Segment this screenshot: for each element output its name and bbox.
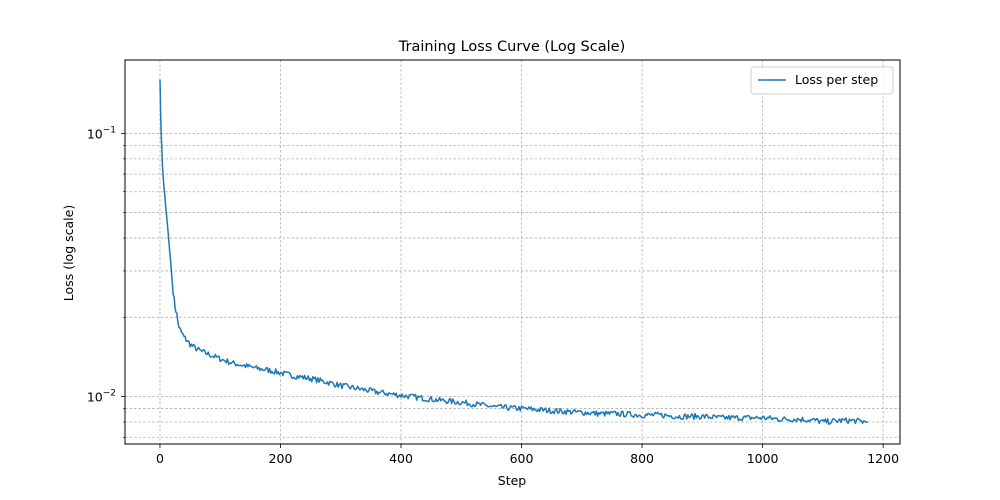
legend: Loss per step (750, 66, 894, 95)
y-tick-label: 10−1 (87, 125, 116, 141)
loss-series-line (159, 79, 868, 425)
series-layer (159, 79, 868, 425)
x-tick-label: 200 (269, 451, 293, 466)
ticks: 0 200 400 600 800 1000 1200 10−2 10−1 (87, 125, 899, 466)
grid (125, 60, 900, 444)
y-tick-label: 10−2 (87, 389, 116, 405)
y-axis-label: Loss (log scale) (61, 205, 76, 301)
x-tick-label: 1200 (867, 451, 899, 466)
chart-title: Training Loss Curve (Log Scale) (398, 39, 625, 55)
x-tick-label: 400 (389, 451, 413, 466)
x-tick-label: 0 (156, 451, 164, 466)
x-tick-label: 600 (510, 451, 534, 466)
legend-label: Loss per step (795, 72, 878, 87)
plot-area-frame (124, 59, 901, 445)
x-axis-label: Step (498, 473, 527, 488)
x-tick-label: 800 (630, 451, 654, 466)
x-tick-label: 1000 (747, 451, 779, 466)
legend-box (750, 66, 894, 95)
